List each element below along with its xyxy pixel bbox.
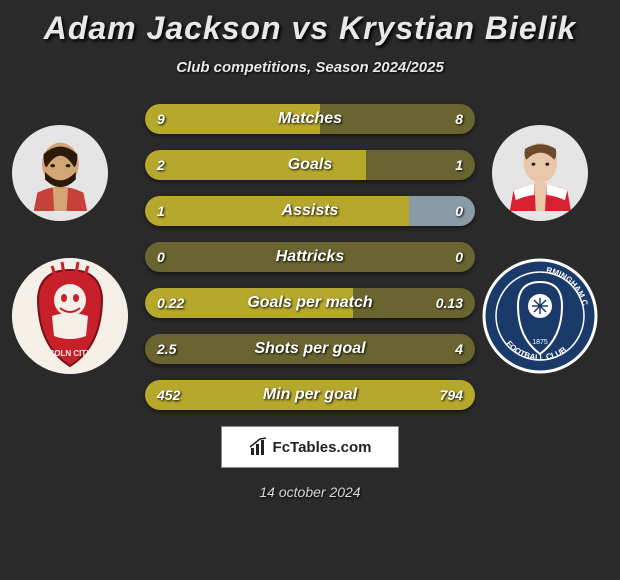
birmingham-crest-icon: RMINGHAM C FOOTBALL CLUB · 1875 · xyxy=(482,258,598,374)
chart-icon xyxy=(249,437,269,457)
stat-row: 98Matches xyxy=(145,104,475,134)
stat-row: 10Assists xyxy=(145,196,475,226)
title: Adam Jackson vs Krystian Bielik xyxy=(0,10,620,47)
footer-brand-text: FcTables.com xyxy=(273,439,372,456)
club-right-crest: RMINGHAM C FOOTBALL CLUB · 1875 · xyxy=(482,258,598,374)
stat-label: Min per goal xyxy=(145,380,475,410)
player-left-avatar xyxy=(12,125,108,221)
lincoln-crest-icon: COLN CITY xyxy=(12,258,128,374)
player-head-icon xyxy=(502,135,579,212)
footer-date: 14 october 2024 xyxy=(0,484,620,500)
stat-row: 00Hattricks xyxy=(145,242,475,272)
stat-label: Shots per goal xyxy=(145,334,475,364)
club-left-crest: COLN CITY xyxy=(12,258,128,374)
stat-row: 2.54Shots per goal xyxy=(145,334,475,364)
stat-row: 21Goals xyxy=(145,150,475,180)
stat-label: Matches xyxy=(145,104,475,134)
footer-brand-badge: FcTables.com xyxy=(221,426,399,468)
stat-row: 0.220.13Goals per match xyxy=(145,288,475,318)
svg-text:· 1875 ·: · 1875 · xyxy=(528,339,552,346)
player-right-avatar xyxy=(492,125,588,221)
player-head-icon xyxy=(22,135,99,212)
stat-label: Goals xyxy=(145,150,475,180)
stat-label: Goals per match xyxy=(145,288,475,318)
stat-row: 452794Min per goal xyxy=(145,380,475,410)
subtitle: Club competitions, Season 2024/2025 xyxy=(0,59,620,76)
stat-label: Hattricks xyxy=(145,242,475,272)
stat-label: Assists xyxy=(145,196,475,226)
svg-text:COLN CITY: COLN CITY xyxy=(48,349,92,358)
